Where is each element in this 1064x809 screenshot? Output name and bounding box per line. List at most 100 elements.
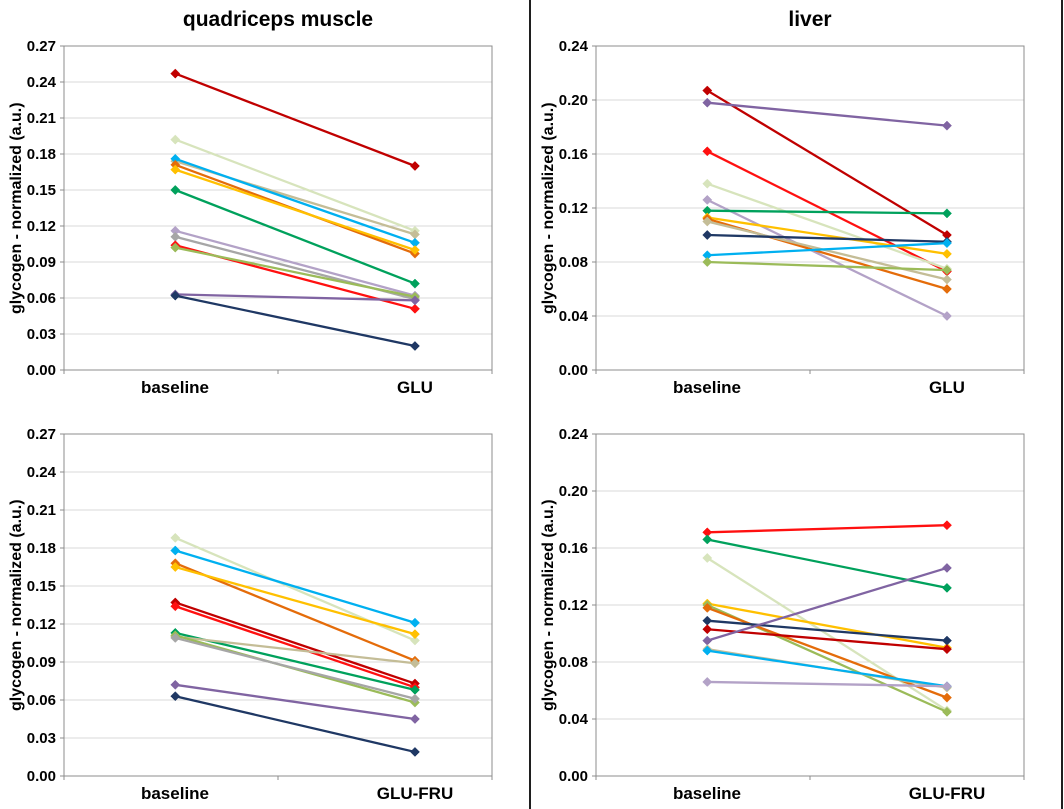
data-point-marker-darkred [170, 68, 181, 79]
data-point-marker-lavender [702, 194, 713, 205]
data-point-marker-lavender [942, 311, 952, 321]
series-line-green [707, 209, 947, 215]
x-tick-label-glu: GLU [397, 378, 433, 397]
chart-title: quadriceps muscle [182, 8, 374, 31]
y-tick-label: 0.15 [27, 182, 56, 199]
data-point-marker-purple [170, 679, 181, 690]
y-tick-label: 0.00 [559, 768, 588, 785]
plot-border [63, 45, 493, 371]
column-divider-line [529, 0, 531, 809]
series-line-purple [175, 293, 415, 302]
data-point-marker-pale [702, 178, 713, 189]
y-tick-label: 0.09 [27, 654, 56, 671]
series-line-purple [706, 566, 948, 642]
series-line-tan [707, 220, 948, 281]
data-point-marker-pale [170, 134, 181, 145]
y-tick-label: 0.03 [27, 730, 56, 747]
data-point-marker-gold [410, 245, 420, 255]
y-tick-label: 0.12 [27, 218, 56, 235]
data-point-marker-red [942, 520, 952, 531]
data-point-marker-navy [410, 341, 420, 351]
y-tick-label: 0.24 [559, 426, 589, 443]
x-tick-label-glufru: GLU-FRU [908, 784, 986, 803]
series-line-navy [175, 294, 416, 348]
y-tick-label: 0.00 [27, 362, 56, 379]
chart-liver-glu: 0.00 0.04 0.08 0.12 0.16 0.20 0.24 liver glyco… [532, 0, 1064, 404]
data-point-marker-purple [702, 97, 713, 108]
data-point-marker-lavender [942, 681, 952, 692]
data-point-marker-navy [410, 746, 420, 757]
y-tick-label: 0.18 [27, 146, 56, 163]
plot-area: 0.00 0.04 0.08 0.12 0.16 0.20 0.24 [559, 426, 1025, 785]
x-tick-label-baseline: baseline [672, 784, 742, 803]
data-point-marker-orange [702, 602, 713, 613]
data-point-marker-gold [170, 562, 181, 572]
y-axis-label: glycogen - normalized (a.u.) [8, 499, 25, 711]
data-point-marker-navy [702, 230, 713, 240]
data-point-marker-green [942, 208, 952, 219]
series-line-purple [175, 683, 416, 721]
data-point-marker-pale [702, 553, 713, 563]
y-tick-label: 0.20 [559, 483, 588, 500]
data-point-marker-green [170, 185, 181, 195]
data-point-marker-purple [942, 562, 952, 573]
series-line-cyan [174, 157, 416, 244]
series-line-tan [175, 635, 416, 665]
series-line-navy [707, 233, 947, 243]
y-tick-label: 0.21 [27, 110, 56, 127]
y-tick-label: 0.24 [27, 74, 57, 91]
series-line-lavender [707, 680, 947, 688]
plot-border [63, 433, 493, 777]
series-line-darkred [706, 89, 948, 236]
y-axis-label: glycogen - normalized (a.u.) [540, 499, 557, 711]
series-line-navy [707, 619, 948, 642]
data-point-marker-green [702, 534, 713, 545]
data-point-marker-orange [942, 692, 952, 703]
series-line-green [175, 631, 416, 691]
data-point-marker-darkred [702, 85, 713, 96]
series-line-gold [707, 602, 948, 649]
series-line-darkred [707, 628, 948, 651]
y-tick-label: 0.27 [27, 426, 56, 443]
y-tick-label: 0.12 [559, 200, 588, 217]
plot-area: 0.00 0.03 0.06 0.09 0.12 0.15 0.18 0.21 0.24 0.27 [27, 426, 493, 785]
series-line-darkred [174, 601, 416, 685]
data-point-marker-green [942, 582, 952, 593]
y-axis-label: glycogen - normalized (a.u.) [8, 102, 25, 314]
y-tick-label: 0.18 [27, 540, 56, 557]
chart-quadriceps-glufru: 0.00 0.03 0.06 0.09 0.12 0.15 0.18 0.21 0.24 0.27… [0, 404, 532, 809]
data-point-marker-gold [170, 164, 181, 175]
series-line-red [174, 605, 416, 689]
y-tick-label: 0.21 [27, 502, 56, 519]
y-tick-label: 0.04 [559, 711, 589, 728]
data-point-marker-olive [170, 242, 181, 253]
chart-liver-glufru: 0.00 0.04 0.08 0.12 0.16 0.20 0.24 glycogen - … [532, 404, 1064, 809]
series-line-cyan [174, 549, 416, 624]
x-tick-label-glufru: GLU-FRU [376, 784, 454, 803]
data-point-marker-red [410, 303, 420, 314]
y-tick-label: 0.12 [27, 616, 56, 633]
x-tick-label-baseline: baseline [140, 378, 210, 397]
x-tick-label-glu: GLU [929, 378, 965, 397]
series-line-olive [175, 246, 416, 298]
data-point-marker-cyan [702, 645, 713, 656]
data-point-marker-gray [410, 693, 420, 704]
data-point-marker-pale [170, 532, 181, 543]
series-line-lavender [706, 198, 948, 318]
series-line-lavender [174, 229, 416, 297]
series-line-purple [707, 101, 948, 127]
y-axis-label: glycogen - normalized (a.u.) [540, 102, 557, 314]
series-line-cyan [707, 649, 948, 688]
data-point-marker-olive [942, 706, 952, 717]
y-tick-label: 0.15 [27, 578, 56, 595]
data-point-marker-purple [410, 295, 420, 306]
y-tick-label: 0.08 [559, 654, 588, 671]
series-line-navy [175, 695, 416, 754]
data-point-marker-navy [170, 691, 181, 702]
data-point-marker-olive [942, 265, 952, 276]
data-point-marker-pale [410, 635, 420, 646]
y-tick-label: 0.06 [27, 692, 56, 709]
data-point-marker-cyan [942, 238, 952, 249]
data-point-marker-navy [942, 635, 952, 646]
